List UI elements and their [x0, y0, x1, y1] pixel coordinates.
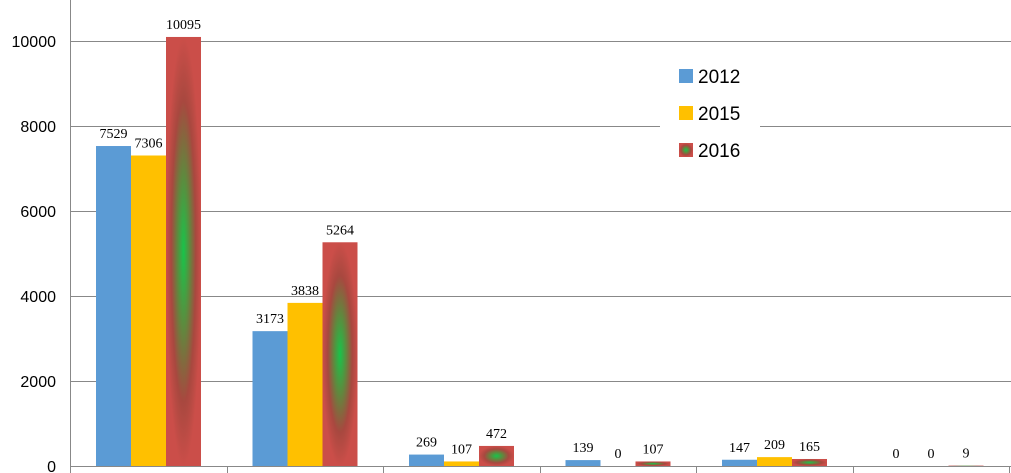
data-label-2015-cat4: 0 [615, 447, 622, 462]
bar-2012-cat3 [409, 454, 444, 466]
data-label-2016-cat2: 5264 [326, 223, 354, 238]
data-label-2016-cat5: 165 [799, 440, 820, 455]
bar-2016-cat2 [322, 242, 358, 466]
y-tick-label: 0 [47, 459, 56, 473]
bar-2015-cat5 [757, 457, 792, 466]
bar-2012-cat5 [722, 459, 757, 466]
legend-box [660, 58, 760, 170]
legend-label-2012: 2012 [698, 67, 740, 88]
data-label-2016-cat6: 9 [963, 447, 970, 462]
legend-label-2015: 2015 [698, 104, 740, 125]
y-tick-label: 8000 [20, 119, 56, 136]
data-label-2015-cat3: 107 [451, 442, 472, 457]
data-label-2015-cat6: 0 [928, 447, 935, 462]
bars [96, 36, 984, 467]
bar-2016-cat5 [792, 458, 827, 466]
bar-2015-cat2 [287, 302, 323, 466]
data-label-2016-cat3: 472 [486, 427, 507, 442]
data-label-2015-cat1: 7306 [135, 136, 163, 151]
data-label-2015-cat5: 209 [764, 438, 785, 453]
legend-label-2016: 2016 [698, 141, 740, 162]
bar-2015-cat3 [444, 461, 479, 466]
legend-swatch-2015 [679, 106, 693, 120]
data-label-2012-cat3: 269 [416, 436, 437, 451]
legend-swatch-2012 [679, 69, 693, 83]
data-label-2012-cat1: 7529 [100, 127, 128, 142]
y-tick-label: 10000 [12, 34, 57, 51]
data-label-2015-cat2: 3838 [291, 284, 319, 299]
bar-2015-cat1 [131, 155, 166, 466]
axes [70, 0, 1011, 473]
legend: 2012 2015 2016 [660, 58, 760, 170]
bar-2012-cat2 [252, 331, 288, 466]
data-label-2016-cat4: 107 [643, 442, 664, 457]
y-tick-label: 6000 [20, 204, 56, 221]
bar-2012-cat1 [96, 146, 131, 466]
bar-2016-cat1 [166, 36, 201, 467]
data-label-2012-cat5: 147 [729, 441, 750, 456]
bar-2016-cat4 [635, 461, 671, 466]
bar-2012-cat4 [565, 460, 601, 466]
y-axis-tick-labels: 0 2000 4000 6000 8000 10000 [12, 34, 57, 473]
y-tick-label: 2000 [20, 374, 56, 391]
bar-2016-cat3 [479, 445, 514, 466]
data-label-2012-cat2: 3173 [256, 312, 284, 327]
data-label-2012-cat4: 139 [573, 441, 594, 456]
y-tick-label: 4000 [20, 289, 56, 306]
data-label-2016-cat1: 10095 [166, 18, 201, 33]
gridlines [70, 41, 1011, 382]
legend-swatch-2016 [679, 143, 693, 157]
data-labels: 7529 7306 10095 3173 3838 5264 269 107 472 139 0 10… [100, 18, 970, 462]
data-label-2012-cat6: 0 [893, 447, 900, 462]
